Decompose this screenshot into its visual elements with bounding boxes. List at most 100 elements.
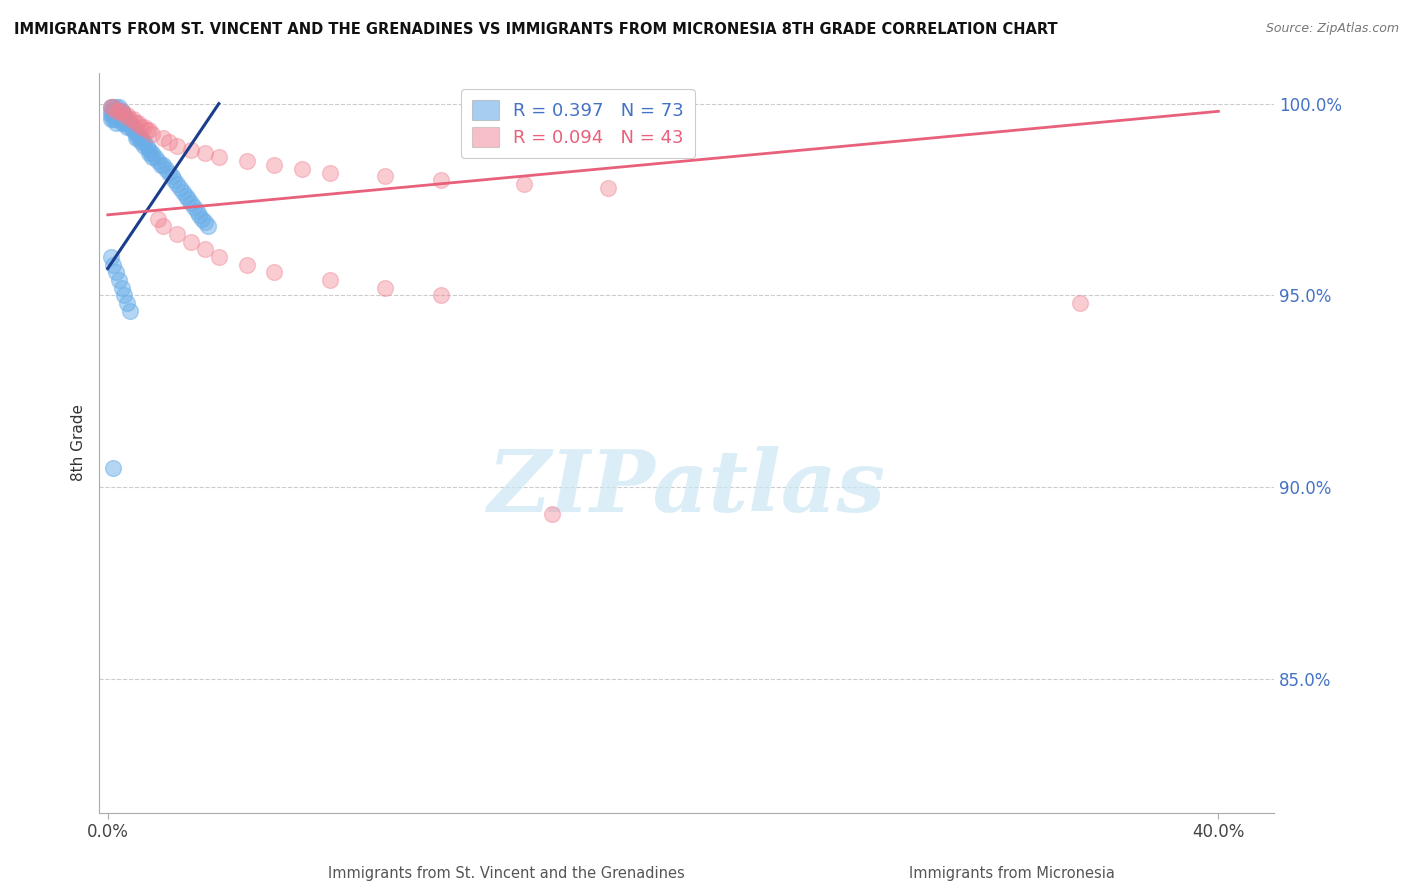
Point [319, 273, 342, 287]
Point [118, 112, 141, 126]
Point [141, 146, 163, 161]
Point [111, 116, 134, 130]
Point [183, 200, 205, 214]
Point [166, 177, 188, 191]
Point [186, 204, 208, 219]
Point [177, 193, 200, 207]
Point [208, 150, 231, 164]
Point [103, 461, 125, 475]
Point [115, 116, 138, 130]
Point [155, 161, 177, 176]
Point [143, 150, 166, 164]
Point [132, 138, 155, 153]
Point [118, 303, 141, 318]
Point [108, 100, 131, 114]
Point [127, 131, 149, 145]
Point [188, 208, 211, 222]
Point [115, 120, 138, 134]
Point [100, 112, 122, 126]
Point [108, 273, 131, 287]
Point [191, 211, 214, 226]
Text: Source: ZipAtlas.com: Source: ZipAtlas.com [1265, 22, 1399, 36]
Point [152, 219, 174, 234]
Text: Immigrants from St. Vincent and the Grenadines: Immigrants from St. Vincent and the Gren… [328, 866, 685, 881]
Point [166, 227, 188, 241]
Point [160, 169, 183, 184]
Point [135, 123, 157, 137]
Point [105, 116, 128, 130]
Point [105, 100, 128, 114]
Point [112, 116, 135, 130]
Point [149, 158, 172, 172]
Point [430, 288, 453, 302]
Point [124, 131, 146, 145]
Point [105, 104, 128, 119]
Point [112, 112, 135, 126]
Point [100, 100, 122, 114]
Point [105, 265, 128, 279]
Point [129, 131, 152, 145]
Point [111, 104, 134, 119]
Point [166, 138, 188, 153]
Point [105, 108, 128, 122]
Point [541, 507, 564, 521]
Point [115, 112, 138, 126]
Point [138, 123, 160, 137]
Point [146, 211, 169, 226]
Point [374, 281, 396, 295]
Point [121, 120, 143, 134]
Point [124, 128, 146, 142]
Point [100, 104, 122, 119]
Text: ZIPatlas: ZIPatlas [488, 446, 886, 529]
Point [141, 150, 163, 164]
Point [141, 128, 163, 142]
Point [235, 258, 257, 272]
Point [100, 250, 122, 264]
Point [124, 123, 146, 137]
Point [115, 296, 138, 310]
Point [105, 104, 128, 119]
Text: Immigrants from Micronesia: Immigrants from Micronesia [910, 866, 1115, 881]
Point [163, 173, 186, 187]
Point [146, 154, 169, 169]
Legend: R = 0.397   N = 73, R = 0.094   N = 43: R = 0.397 N = 73, R = 0.094 N = 43 [461, 89, 695, 158]
Point [263, 158, 285, 172]
Point [127, 128, 149, 142]
Y-axis label: 8th Grade: 8th Grade [72, 404, 86, 482]
Point [103, 258, 125, 272]
Point [100, 108, 122, 122]
Point [112, 108, 135, 122]
Point [103, 112, 125, 126]
Point [319, 166, 342, 180]
Point [108, 104, 131, 119]
Point [132, 135, 155, 149]
Point [103, 100, 125, 114]
Point [138, 146, 160, 161]
Point [157, 135, 180, 149]
Point [180, 143, 202, 157]
Point [121, 112, 143, 126]
Point [1069, 296, 1091, 310]
Point [180, 196, 202, 211]
Point [374, 169, 396, 184]
Point [138, 143, 160, 157]
Point [112, 108, 135, 122]
Point [108, 108, 131, 122]
Point [152, 158, 174, 172]
Point [129, 135, 152, 149]
Point [118, 120, 141, 134]
Point [430, 173, 453, 187]
Point [111, 281, 134, 295]
Point [112, 288, 135, 302]
Point [157, 166, 180, 180]
Point [129, 120, 152, 134]
Point [174, 188, 197, 202]
Point [235, 154, 257, 169]
Point [111, 108, 134, 122]
Point [194, 146, 217, 161]
Point [127, 116, 149, 130]
Point [103, 100, 125, 114]
Point [513, 177, 536, 191]
Point [169, 181, 191, 195]
Point [124, 116, 146, 130]
